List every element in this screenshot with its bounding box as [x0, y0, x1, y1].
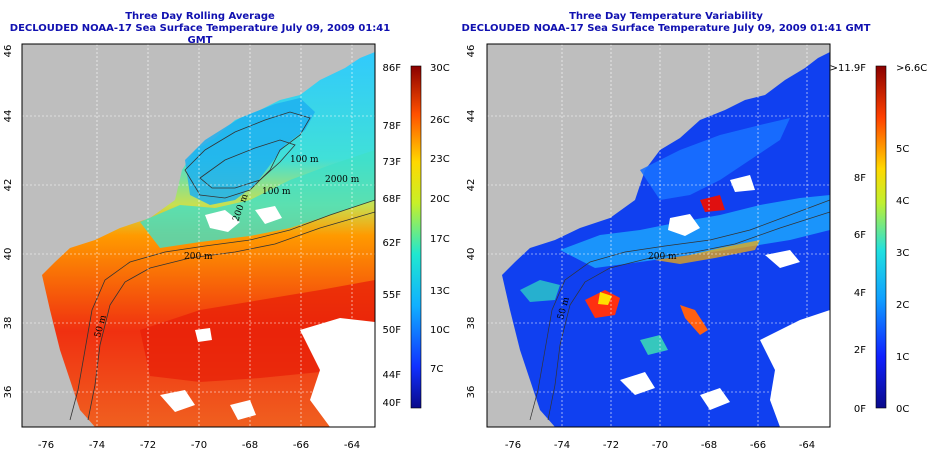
left-x-tick: -68 [242, 440, 258, 451]
left-y-tick: 46 [3, 45, 14, 58]
left-cb-f: 55F [383, 290, 402, 301]
right-y-tick: 38 [466, 317, 477, 330]
left-cb-f: 50F [383, 325, 402, 336]
right-title-sub: DECLOUDED NOAA-17 Sea Surface Temperatur… [461, 23, 871, 34]
right-x-tick: -72 [603, 440, 619, 451]
left-title-sub: DECLOUDED NOAA-17 Sea Surface Temperatur… [9, 23, 391, 46]
left-cb-c: 13C [430, 286, 450, 297]
left-x-tick: -74 [89, 440, 105, 451]
right-colorbar: >11.9F 8F 6F 4F 2F 0F >6.6C 5C 4C 3C 2C … [830, 63, 928, 415]
left-x-axis: -76 -74 -72 -70 -68 -66 -64 [38, 440, 360, 451]
right-y-tick: 46 [466, 45, 477, 58]
right-cb-f: 2F [854, 345, 866, 356]
right-title-main: Three Day Temperature Variability [569, 11, 763, 22]
left-cb-c: 30C [430, 63, 450, 74]
left-cb-c: 10C [430, 325, 450, 336]
right-y-tick: 42 [466, 179, 477, 192]
right-cb-c: 0C [896, 404, 909, 415]
right-contour-label-1: 200 m [648, 252, 677, 262]
right-title: Three Day Temperature Variability DECLOU… [461, 11, 871, 35]
left-cb-c: 17C [430, 234, 450, 245]
left-colorbar: 86F 78F 73F 68F 62F 55F 50F 44F 40F 30C … [383, 63, 450, 409]
right-x-axis: -76 -74 -72 -70 -68 -66 -64 [505, 440, 815, 451]
right-frame [486, 43, 831, 428]
right-x-tick: -66 [750, 440, 766, 451]
right-cb-f: 6F [854, 230, 866, 241]
left-cb-c: 7C [430, 364, 443, 375]
left-x-tick: -66 [293, 440, 309, 451]
left-cb-f: 62F [383, 238, 402, 249]
left-y-tick: 36 [3, 386, 14, 399]
right-y-axis: 36 38 40 42 44 46 [466, 45, 477, 399]
right-clouds [620, 175, 830, 427]
left-cb-f: 78F [383, 121, 402, 132]
right-cb-c: 4C [896, 196, 909, 207]
left-contour-label-3: 100 m [262, 187, 291, 197]
right-y-tick: 44 [466, 110, 477, 123]
left-contours [69, 111, 375, 421]
right-x-tick: -64 [799, 440, 815, 451]
right-x-tick: -74 [554, 440, 570, 451]
left-clouds [160, 206, 375, 427]
left-x-tick: -64 [344, 440, 360, 451]
right-x-tick: -70 [652, 440, 668, 451]
left-grid [22, 44, 375, 427]
left-cb-f: 44F [383, 370, 402, 381]
left-colorbar-ramp [410, 65, 422, 409]
right-colorbar-ramp [875, 65, 887, 409]
right-cb-c: 3C [896, 248, 909, 259]
left-y-tick: 40 [3, 248, 14, 261]
right-cb-c: 2C [896, 300, 909, 311]
left-contour-label-2: 2000 m [325, 175, 360, 185]
left-contour-label-1: 100 m [290, 155, 319, 165]
left-x-tick: -72 [140, 440, 156, 451]
right-y-tick: 40 [466, 248, 477, 261]
left-cb-c: 20C [430, 194, 450, 205]
right-cb-f: 4F [854, 288, 866, 299]
left-title: Three Day Rolling Average DECLOUDED NOAA… [0, 11, 400, 47]
right-x-tick: -68 [701, 440, 717, 451]
left-title-main: Three Day Rolling Average [125, 11, 275, 22]
right-grid [487, 44, 830, 427]
left-cb-c: 23C [430, 154, 450, 165]
right-x-tick: -76 [505, 440, 521, 451]
right-contours [529, 199, 830, 421]
right-map [487, 44, 830, 427]
left-cb-f: 40F [383, 398, 402, 409]
left-y-tick: 38 [3, 317, 14, 330]
left-x-tick: -70 [191, 440, 207, 451]
left-cb-c: 26C [430, 115, 450, 126]
left-contour-label-5: 200 m [184, 252, 213, 262]
left-y-axis: 36 38 40 42 44 46 [3, 45, 14, 399]
left-map [22, 44, 375, 427]
left-x-tick: -76 [38, 440, 54, 451]
right-cb-f: 0F [854, 404, 866, 415]
left-cb-f: 68F [383, 194, 402, 205]
right-y-tick: 36 [466, 386, 477, 399]
right-cb-f: >11.9F [830, 63, 867, 74]
left-cb-f: 73F [383, 157, 402, 168]
left-y-tick: 42 [3, 179, 14, 192]
right-cb-f: 8F [854, 173, 866, 184]
left-gulf-cold [185, 98, 315, 205]
right-cb-c: >6.6C [896, 63, 927, 74]
left-shelf-teal [140, 150, 375, 248]
right-cb-c: 5C [896, 144, 909, 155]
right-cb-c: 1C [896, 352, 909, 363]
right-variability-patches [520, 118, 830, 355]
left-y-tick: 44 [3, 110, 14, 123]
left-cb-f: 86F [383, 63, 402, 74]
left-frame [21, 43, 376, 428]
